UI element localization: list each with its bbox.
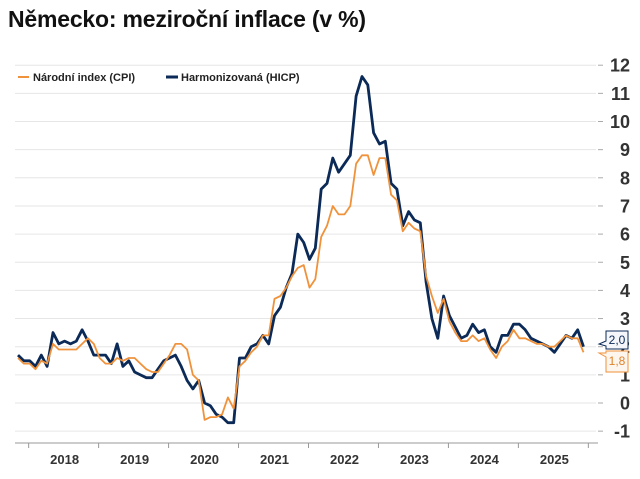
x-tick-label: 2018: [50, 452, 79, 467]
y-tick-label: 9: [620, 140, 630, 160]
y-tick-label: 6: [620, 225, 630, 245]
x-tick-label: 2019: [120, 452, 149, 467]
y-tick-label: 3: [620, 309, 630, 329]
end-label-hicp-box: [597, 330, 629, 350]
x-tick-label: 2021: [260, 452, 289, 467]
y-tick-label: 7: [620, 196, 630, 216]
y-tick-label: 12: [610, 56, 630, 76]
y-tick-label: -1: [614, 422, 630, 442]
x-axis: 2018 2019 2020 2021 2022 2023 2024 2025: [15, 442, 598, 467]
x-tick-label: 2020: [190, 452, 219, 467]
x-tick-label: 2022: [330, 452, 359, 467]
legend-label-hicp: Harmonizovaná (HICP): [181, 72, 300, 84]
x-tick-label: 2023: [400, 452, 429, 467]
y-tick-label: 10: [610, 112, 630, 132]
gridlines: [15, 64, 596, 432]
x-tick-label: 2024: [470, 452, 500, 467]
y-tick-label: 11: [611, 84, 630, 104]
y-axis: -10123456789101112: [598, 56, 630, 442]
x-tick-label: 2025: [540, 452, 569, 467]
y-tick-label: 5: [620, 253, 630, 273]
legend-label-cpi: Národní index (CPI): [33, 72, 135, 84]
chart-title: Německo: meziroční inflace (v %): [8, 6, 366, 32]
series-line-hicp: [17, 75, 585, 425]
series-line-cpi: [17, 154, 585, 421]
legend: Národní index (CPI) Harmonizovaná (HICP): [18, 72, 300, 84]
end-label-cpi: 1,8: [609, 354, 626, 368]
y-tick-label: 8: [620, 168, 630, 188]
end-labels: 2,0 1,8: [597, 330, 629, 373]
y-tick-label: 0: [620, 394, 630, 414]
y-tick-label: 1: [620, 365, 630, 385]
series-lines: [17, 75, 585, 425]
end-label-cpi-box: [597, 350, 629, 373]
y-tick-label: 4: [620, 281, 630, 301]
end-label-hicp: 2,0: [609, 333, 626, 347]
